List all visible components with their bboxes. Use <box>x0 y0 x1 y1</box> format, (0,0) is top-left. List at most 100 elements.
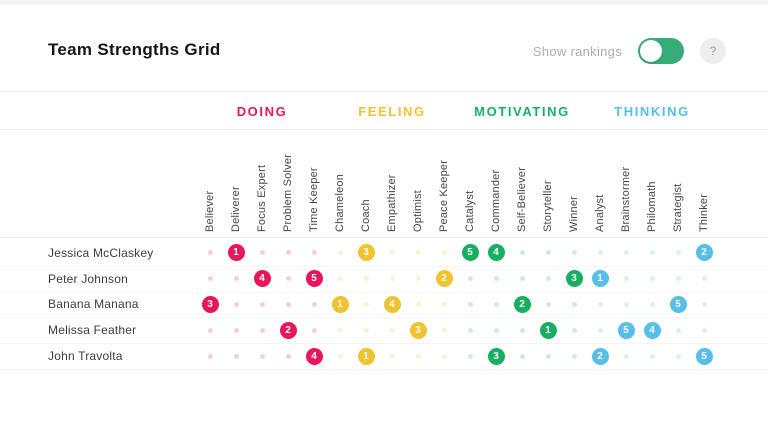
empty-cell-dot <box>675 276 681 282</box>
empty-cell-dot <box>363 327 369 333</box>
table-row-john-travolta: John Travolta 4 1 3 2 5 <box>0 343 768 369</box>
empty-cell-dot <box>363 301 369 307</box>
empty-cell-dot <box>493 301 499 307</box>
header-divider <box>0 91 768 92</box>
ranking-badge-commander: 3 <box>487 347 505 365</box>
column-header-peace-keeper: Peace Keeper <box>438 159 450 232</box>
row-separator <box>0 317 768 319</box>
empty-cell-dot <box>311 301 317 307</box>
column-header-analyst: Analyst <box>594 194 606 232</box>
empty-cell-dot <box>597 327 603 333</box>
empty-cell-dot <box>233 327 239 333</box>
ranking-badge-empathizer: 4 <box>383 295 401 313</box>
empty-cell-dot <box>337 250 343 256</box>
ranking-badge-focus-expert: 4 <box>253 270 271 288</box>
empty-cell-dot <box>311 327 317 333</box>
empty-cell-dot <box>415 276 421 282</box>
member-name: Melissa Feather <box>48 323 137 338</box>
empty-cell-dot <box>493 327 499 333</box>
empty-cell-dot <box>545 250 551 256</box>
empty-cell-dot <box>389 353 395 359</box>
empty-cell-dot <box>623 276 629 282</box>
column-header-self-believer: Self-Believer <box>516 167 528 232</box>
row-separator <box>0 291 768 293</box>
show-rankings-label: Show rankings <box>532 43 622 59</box>
empty-cell-dot <box>233 276 239 282</box>
empty-cell-dot <box>337 276 343 282</box>
member-name: Banana Manana <box>48 297 139 312</box>
empty-cell-dot <box>467 353 473 359</box>
empty-cell-dot <box>701 276 707 282</box>
category-divider <box>0 129 768 130</box>
toggle-knob <box>640 40 662 62</box>
empty-cell-dot <box>207 276 213 282</box>
empty-cell-dot <box>337 353 343 359</box>
show-rankings-toggle[interactable] <box>638 38 684 64</box>
category-thinking: THINKING <box>614 104 690 119</box>
empty-cell-dot <box>649 276 655 282</box>
ranking-badge-winner: 3 <box>565 270 583 288</box>
column-header-commander: Commander <box>490 169 502 232</box>
empty-cell-dot <box>597 250 603 256</box>
ranking-badge-coach: 3 <box>357 244 375 262</box>
empty-cell-dot <box>363 276 369 282</box>
empty-cell-dot <box>675 327 681 333</box>
column-header-strategist: Strategist <box>672 183 684 232</box>
empty-cell-dot <box>519 353 525 359</box>
category-doing: DOING <box>236 104 288 119</box>
grid-top-divider <box>0 237 768 238</box>
empty-cell-dot <box>207 327 213 333</box>
empty-cell-dot <box>623 353 629 359</box>
empty-cell-dot <box>259 353 265 359</box>
ranking-badge-self-believer: 2 <box>513 295 531 313</box>
ranking-badge-optimist: 3 <box>409 321 427 339</box>
empty-cell-dot <box>259 327 265 333</box>
table-row-melissa-feather: Melissa Feather 2 3 1 5 4 <box>0 317 768 343</box>
empty-cell-dot <box>467 327 473 333</box>
empty-cell-dot <box>701 301 707 307</box>
ranking-badge-strategist: 5 <box>669 295 687 313</box>
empty-cell-dot <box>233 301 239 307</box>
ranking-badge-analyst: 2 <box>591 347 609 365</box>
empty-cell-dot <box>441 327 447 333</box>
empty-cell-dot <box>259 250 265 256</box>
empty-cell-dot <box>285 276 291 282</box>
ranking-badge-time-keeper: 5 <box>305 270 323 288</box>
ranking-badge-storyteller: 1 <box>539 321 557 339</box>
empty-cell-dot <box>701 327 707 333</box>
ranking-badge-analyst: 1 <box>591 270 609 288</box>
column-header-catalyst: Catalyst <box>464 190 476 232</box>
empty-cell-dot <box>545 353 551 359</box>
member-name: Peter Johnson <box>48 271 128 286</box>
column-header-winner: Winner <box>568 195 580 232</box>
category-motivating: MOTIVATING <box>474 104 570 119</box>
top-strip <box>0 0 768 5</box>
empty-cell-dot <box>649 353 655 359</box>
empty-cell-dot <box>571 327 577 333</box>
header-controls: Show rankings ? <box>533 37 726 65</box>
column-header-believer: Believer <box>204 190 216 232</box>
ranking-badge-deliverer: 1 <box>227 244 245 262</box>
empty-cell-dot <box>285 301 291 307</box>
ranking-badge-commander: 4 <box>487 244 505 262</box>
row-separator <box>0 343 768 345</box>
empty-cell-dot <box>571 353 577 359</box>
empty-cell-dot <box>597 301 603 307</box>
empty-cell-dot <box>285 353 291 359</box>
column-header-thinker: Thinker <box>698 193 710 232</box>
ranking-badge-chameleon: 1 <box>331 295 349 313</box>
empty-cell-dot <box>649 301 655 307</box>
empty-cell-dot <box>467 301 473 307</box>
table-row-jessica-mcclaskey: Jessica McClaskey 1 3 5 4 2 <box>0 240 768 266</box>
help-button[interactable]: ? <box>700 38 726 64</box>
empty-cell-dot <box>285 250 291 256</box>
empty-cell-dot <box>571 250 577 256</box>
ranking-badge-problem-solver: 2 <box>279 321 297 339</box>
row-separator <box>0 369 768 370</box>
column-header-focus-expert: Focus Expert <box>256 164 268 232</box>
table-row-banana-manana: Banana Manana 3 1 4 2 5 <box>0 292 768 318</box>
empty-cell-dot <box>493 276 499 282</box>
table-row-peter-johnson: Peter Johnson 4 5 2 3 1 <box>0 266 768 292</box>
empty-cell-dot <box>571 301 577 307</box>
